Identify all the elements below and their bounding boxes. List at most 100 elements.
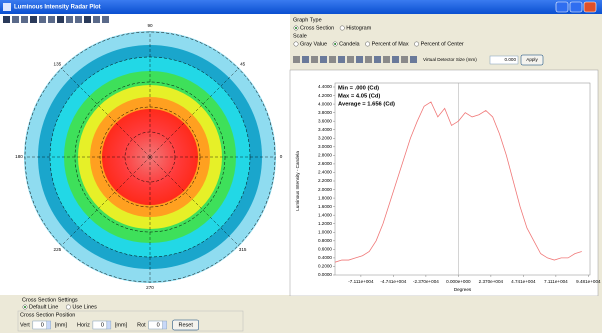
tool-icon[interactable] — [84, 16, 91, 23]
y-tick-label: 1.6000 — [318, 204, 332, 209]
x-tick-label: 2.370e+004 — [479, 279, 504, 284]
plot-tool-icon[interactable] — [293, 56, 300, 63]
polar-spoke — [149, 67, 240, 158]
plot-tool-icon[interactable] — [410, 56, 417, 63]
detector-input[interactable] — [489, 55, 519, 65]
radio-button[interactable] — [65, 304, 71, 310]
radio-button[interactable] — [365, 41, 371, 47]
tool-icon[interactable] — [21, 16, 28, 23]
y-tick-label: 4.4000 — [318, 84, 332, 89]
angle-label: 225 — [54, 247, 62, 252]
tool-icon[interactable] — [93, 16, 100, 23]
angle-label: 135 — [54, 62, 62, 67]
tool-icon[interactable] — [3, 16, 10, 23]
plot-tool-icon[interactable] — [302, 56, 309, 63]
plot-tool-icon[interactable] — [383, 56, 390, 63]
radio-label: Percent of Center — [421, 41, 464, 47]
field-label: Rot — [137, 322, 146, 328]
angle-label: 0 — [280, 154, 283, 159]
spinner[interactable] — [46, 320, 51, 330]
radio-label: Cross Section — [300, 25, 334, 31]
group-label: Cross Section Settings — [22, 297, 78, 303]
plot-tool-icon[interactable] — [338, 56, 345, 63]
spinner[interactable] — [162, 320, 167, 330]
plot-tool-icon[interactable] — [329, 56, 336, 63]
y-tick-label: 2.0000 — [318, 187, 332, 192]
angle-label: 315 — [239, 247, 247, 252]
y-tick-label: 2.2000 — [318, 178, 332, 183]
polar-spoke — [149, 156, 240, 247]
plot-tool-icon[interactable] — [365, 56, 372, 63]
y-tick-label: 4.2000 — [318, 93, 332, 98]
tool-icon[interactable] — [66, 16, 73, 23]
tool-icon[interactable] — [102, 16, 109, 23]
y-axis-label: Luminous Intensity - Candela — [295, 151, 300, 211]
radio-dot — [24, 306, 26, 308]
apply-label: Apply — [526, 57, 538, 62]
title-bar — [0, 0, 602, 14]
tool-icon[interactable] — [57, 16, 64, 23]
radio-label: Percent of Max — [372, 41, 409, 47]
y-tick-label: 4.0000 — [318, 101, 332, 106]
tool-icon[interactable] — [48, 16, 55, 23]
app-icon — [3, 3, 11, 11]
x-tick-label: -7.111e+004 — [348, 279, 374, 284]
radio-dot — [334, 43, 337, 45]
y-tick-label: 1.0000 — [318, 229, 332, 234]
y-tick-label: 2.6000 — [318, 161, 332, 166]
field-value: 0 — [157, 322, 160, 328]
x-tick-label: 9.481e+004 — [576, 279, 601, 284]
close-button[interactable] — [583, 1, 597, 13]
minimize-button[interactable] — [555, 1, 569, 13]
x-tick-label: 7.111e+004 — [544, 279, 568, 284]
plot-tool-icon[interactable] — [401, 56, 408, 63]
tool-icon[interactable] — [30, 16, 37, 23]
field-value: 0 — [101, 322, 104, 328]
plot-tool-icon[interactable] — [392, 56, 399, 63]
radio-button[interactable] — [339, 25, 345, 31]
stat-label: Max = 4.05 (Cd) — [338, 94, 380, 100]
y-tick-label: 3.8000 — [318, 110, 332, 115]
apply-button[interactable] — [520, 54, 544, 66]
plot-tool-icon[interactable] — [374, 56, 381, 63]
polar-spoke — [60, 67, 151, 158]
x-axis-label: Degrees — [454, 287, 472, 292]
y-tick-label: 0.0000 — [318, 272, 332, 277]
polar-spoke — [60, 156, 151, 247]
stat-label: Min = .000 (Cd) — [338, 86, 379, 92]
x-tick-label: 4.741e+004 — [511, 279, 536, 284]
plot-tool-icon[interactable] — [347, 56, 354, 63]
plot-tool-icon[interactable] — [356, 56, 363, 63]
tool-icon[interactable] — [75, 16, 82, 23]
y-tick-label: 1.8000 — [318, 195, 332, 200]
field-label: Horiz — [77, 322, 90, 328]
y-tick-label: 0.4000 — [318, 255, 332, 260]
plot-tool-icon[interactable] — [320, 56, 327, 63]
y-tick-label: 2.4000 — [318, 170, 332, 175]
spinner[interactable] — [106, 320, 112, 330]
angle-label: 270 — [146, 285, 154, 290]
angle-label: 180 — [15, 154, 23, 159]
stat-label: Average = 1.656 (Cd) — [338, 102, 395, 108]
radio-button[interactable] — [293, 41, 299, 47]
radio-label: Use Lines — [72, 304, 97, 310]
radio-label: Candela — [339, 41, 360, 47]
angle-label: 90 — [147, 23, 153, 28]
plot-tool-icon[interactable] — [311, 56, 318, 63]
reset-label: Reset — [178, 322, 193, 328]
y-tick-label: 2.8000 — [318, 153, 332, 158]
tool-icon[interactable] — [39, 16, 46, 23]
reset-button[interactable] — [172, 319, 199, 331]
y-tick-label: 3.6000 — [318, 118, 332, 123]
radar-plot — [24, 31, 276, 283]
y-tick-label: 0.8000 — [318, 238, 332, 243]
radio-button[interactable] — [414, 41, 420, 47]
maximize-button[interactable] — [569, 1, 583, 13]
y-tick-label: 0.6000 — [318, 247, 332, 252]
group-label: Graph Type — [293, 17, 322, 23]
settings-panel — [0, 296, 602, 333]
tool-icon[interactable] — [12, 16, 19, 23]
y-tick-label: 3.4000 — [318, 127, 332, 132]
